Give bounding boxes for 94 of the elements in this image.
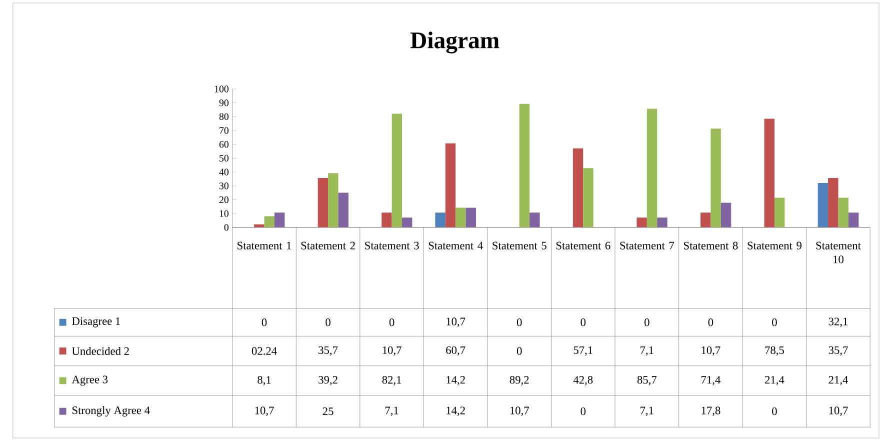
y-tick-label: 80 xyxy=(219,113,229,120)
data-label: 0 xyxy=(262,318,267,326)
y-tick-label: 60 xyxy=(219,141,229,148)
data-label: 7,1 xyxy=(385,406,398,416)
bar xyxy=(572,148,584,228)
legend-label: Undecided 2 xyxy=(72,347,129,356)
y-tick-label: 70 xyxy=(220,127,229,134)
data-label: 14,2 xyxy=(446,406,465,416)
bar xyxy=(657,218,668,228)
data-label: 0 xyxy=(708,318,714,326)
data-label: 7,1 xyxy=(640,346,654,356)
bar xyxy=(710,128,721,228)
x-tick-label: Statement 1 xyxy=(238,242,292,250)
data-label: 57,1 xyxy=(574,346,592,356)
bar xyxy=(402,218,412,228)
bar xyxy=(392,114,402,228)
bar xyxy=(583,168,594,228)
legend-label: Disagree 1 xyxy=(72,317,120,328)
data-label: 0 xyxy=(644,318,650,326)
data-label: 14,2 xyxy=(446,376,465,386)
x-tick-label: Statement 2 xyxy=(301,242,355,250)
data-label: 35,7 xyxy=(318,346,338,356)
bar xyxy=(646,108,658,228)
data-label: 0 xyxy=(772,407,777,416)
bar xyxy=(636,218,647,228)
data-label: 21,4 xyxy=(765,376,784,386)
x-tick-label: Statement 10 xyxy=(816,242,861,264)
data-label: 0 xyxy=(516,318,522,326)
data-label: 60,7 xyxy=(446,346,466,356)
data-label: 10,7 xyxy=(829,406,848,416)
data-label: 0 xyxy=(772,318,777,326)
y-tick-label: 30 xyxy=(219,182,229,190)
y-tick-label: 20 xyxy=(219,196,229,204)
data-label: 42,8 xyxy=(573,376,593,386)
data-label: 0 xyxy=(580,318,586,326)
bar xyxy=(466,208,476,228)
data-label: 89,2 xyxy=(510,376,529,386)
legend-label: Strongly Agree 4 xyxy=(72,406,150,416)
data-label: 17,8 xyxy=(702,406,720,416)
x-tick-label: Statement 7 xyxy=(620,242,674,250)
chart-title: Diagram xyxy=(410,32,500,54)
data-label: 10,7 xyxy=(255,406,274,416)
legend-label: Agree 3 xyxy=(72,376,108,386)
y-tick-label: 40 xyxy=(219,168,229,176)
bar xyxy=(848,212,859,228)
bar xyxy=(720,202,732,228)
data-label: 0 xyxy=(389,318,394,326)
y-tick-label: 90 xyxy=(219,99,229,106)
data-label: 32,1 xyxy=(828,318,848,327)
x-tick-label: Statement 9 xyxy=(748,242,802,250)
data-label: 10,7 xyxy=(510,406,529,416)
bar xyxy=(838,198,848,228)
data-label: 02.24 xyxy=(252,347,277,355)
data-label: 10,7 xyxy=(446,318,466,327)
y-tick-label: 0 xyxy=(224,224,229,231)
x-tick-label: Statement 5 xyxy=(492,242,546,250)
data-label: 0 xyxy=(326,318,330,326)
data-label: 25 xyxy=(322,408,334,416)
y-tick-label: 10 xyxy=(220,210,229,217)
bar xyxy=(338,192,348,228)
data-label: 21,4 xyxy=(828,376,848,386)
bar xyxy=(435,212,446,228)
data-label: 78,5 xyxy=(765,346,784,356)
bar xyxy=(774,198,785,228)
data-label: 0 xyxy=(516,347,522,355)
bar xyxy=(274,212,285,228)
bar xyxy=(328,173,338,228)
data-label: 7,1 xyxy=(640,406,654,416)
y-tick-label: 50 xyxy=(220,154,229,162)
data-label: 35,7 xyxy=(828,346,848,356)
bar xyxy=(456,208,466,228)
data-label: 10,7 xyxy=(382,346,402,356)
bar xyxy=(764,118,774,228)
data-label: 71,4 xyxy=(701,376,720,386)
bar xyxy=(318,178,328,228)
data-label: 10,7 xyxy=(702,346,720,356)
bar xyxy=(382,212,392,228)
bar xyxy=(445,143,456,228)
data-label: 82,1 xyxy=(382,376,402,386)
bar xyxy=(530,212,540,228)
bar xyxy=(700,212,711,228)
bar xyxy=(828,178,838,228)
x-tick-label: Statement 4 xyxy=(428,242,483,250)
x-tick-label: Statement 3 xyxy=(365,242,419,250)
data-label: 0 xyxy=(580,407,586,416)
bar xyxy=(818,182,828,228)
bar xyxy=(264,216,274,228)
data-label: 39,2 xyxy=(318,376,338,386)
data-label: 85,7 xyxy=(637,376,657,386)
x-tick-label: Statement 6 xyxy=(556,242,610,250)
y-tick-label: 100 xyxy=(214,86,229,92)
x-tick-label: Statement 8 xyxy=(684,242,738,250)
data-label: 8,1 xyxy=(258,376,271,386)
bar xyxy=(519,104,530,228)
